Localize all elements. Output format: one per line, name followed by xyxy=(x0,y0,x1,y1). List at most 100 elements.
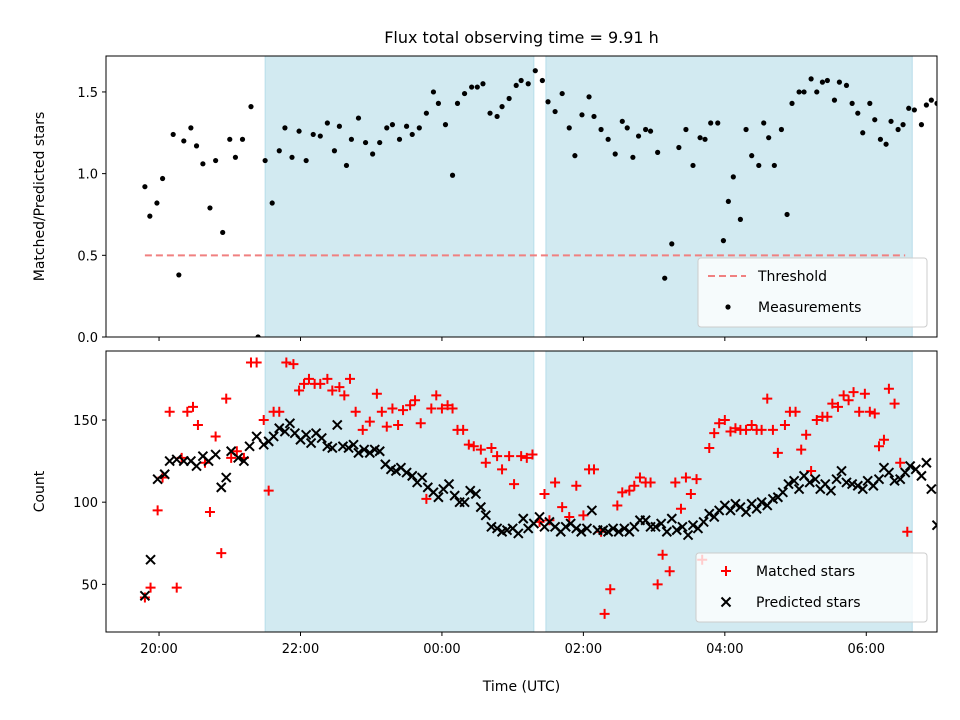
matched-stars-point xyxy=(664,566,675,577)
predicted-stars-point xyxy=(343,442,354,454)
y-tick-label: 150 xyxy=(73,414,98,429)
predicted-stars-point xyxy=(221,472,232,483)
measurements-point xyxy=(461,90,468,97)
panel-2-plot-area xyxy=(139,351,937,632)
predicted-stars-point xyxy=(704,508,715,519)
matched-stars-point xyxy=(504,451,515,462)
measurements-point xyxy=(849,100,855,106)
y-tick-label: 1.0 xyxy=(77,168,98,183)
measurements-point xyxy=(377,139,383,146)
predicted-stars-point xyxy=(836,465,847,477)
matched-stars-point xyxy=(263,485,274,496)
predicted-stars-point xyxy=(449,490,460,501)
measurements-point xyxy=(296,128,302,134)
matched-stars-point xyxy=(675,503,686,514)
predicted-stars-point xyxy=(274,423,285,434)
predicted-stars-point xyxy=(607,523,619,534)
matched-stars-point xyxy=(790,406,801,417)
predicted-stars-point xyxy=(518,513,529,524)
measurements-point xyxy=(494,113,500,120)
matched-stars-point xyxy=(843,395,854,406)
measurements-point xyxy=(900,122,906,128)
predicted-stars-point xyxy=(353,447,364,459)
matched-stars-point xyxy=(376,406,387,417)
matched-stars-point xyxy=(822,411,833,422)
legend-measurements-swatch xyxy=(725,304,731,310)
matched-stars-point xyxy=(357,424,368,435)
matched-stars-point xyxy=(883,383,894,394)
matched-stars-point xyxy=(599,608,610,619)
matched-stars-point xyxy=(848,387,859,398)
matched-stars-point xyxy=(364,416,375,427)
matched-stars-point xyxy=(447,403,458,414)
measurements-point xyxy=(518,77,524,84)
matched-stars-point xyxy=(492,451,503,462)
predicted-stars-point xyxy=(740,506,752,518)
matched-stars-point xyxy=(145,582,156,593)
matched-stars-point xyxy=(878,434,889,445)
y-tick-label: 0.5 xyxy=(77,249,98,264)
measurements-point xyxy=(928,97,934,103)
predicted-stars-point xyxy=(788,475,800,487)
matched-stars-point xyxy=(869,408,880,419)
measurements-point xyxy=(789,100,795,106)
measurements-point xyxy=(630,154,636,160)
measurements-point xyxy=(662,275,668,281)
matched-stars-point xyxy=(796,444,807,455)
measurements-point xyxy=(506,95,512,102)
measurements-point xyxy=(814,89,820,95)
y-tick-label: 100 xyxy=(73,496,98,511)
predicted-stars-point xyxy=(244,441,255,452)
predicted-stars-point xyxy=(416,472,428,483)
measurements-point xyxy=(725,198,731,205)
measurements-point xyxy=(559,90,565,97)
x-tick-label: 00:00 xyxy=(423,642,460,657)
measurements-point xyxy=(702,136,708,142)
matched-stars-point xyxy=(864,406,875,417)
measurements-point xyxy=(355,115,362,121)
measurements-point xyxy=(819,79,826,85)
predicted-stars-point xyxy=(576,526,587,537)
measurements-point xyxy=(409,131,415,138)
measurements-point xyxy=(572,153,578,159)
matched-stars-point xyxy=(327,385,338,396)
y-tick-label: 1.5 xyxy=(77,86,98,101)
predicted-stars-point xyxy=(810,473,821,485)
predicted-stars-point xyxy=(480,510,491,521)
predicted-stars-point xyxy=(145,554,156,565)
predicted-stars-point xyxy=(571,523,582,534)
measurements-point xyxy=(525,81,531,87)
measurements-point xyxy=(697,135,703,141)
matched-stars-point xyxy=(652,579,663,590)
measurements-point xyxy=(872,117,878,123)
predicted-stars-point xyxy=(883,467,895,478)
matched-stars-point xyxy=(730,423,741,434)
measurements-point xyxy=(756,162,762,169)
matched-stars-point xyxy=(216,548,227,559)
predicted-stars-point xyxy=(475,501,487,513)
measurements-point xyxy=(207,205,213,211)
matched-stars-point xyxy=(322,373,333,384)
matched-stars-point xyxy=(895,457,906,468)
measurements-point xyxy=(867,100,873,106)
matched-stars-point xyxy=(226,452,237,463)
matched-stars-point xyxy=(187,401,198,412)
matched-stars-point xyxy=(480,457,491,468)
matched-stars-point xyxy=(221,393,232,404)
predicted-stars-point xyxy=(899,467,911,478)
matched-stars-point xyxy=(624,485,635,496)
predicted-stars-point xyxy=(687,519,699,531)
measurements-point xyxy=(370,151,376,157)
matched-stars-point xyxy=(299,378,310,389)
matched-stars-point xyxy=(714,418,725,429)
measurements-point xyxy=(720,238,727,244)
predicted-stars-point xyxy=(650,521,661,533)
matched-stars-point xyxy=(350,406,361,417)
measurements-point xyxy=(676,144,682,151)
predicted-stars-point xyxy=(730,498,741,510)
measurements-point xyxy=(619,118,625,124)
measurements-point xyxy=(566,125,572,131)
matched-stars-point xyxy=(571,480,582,491)
measurements-point xyxy=(911,107,917,113)
predicted-stars-point xyxy=(327,442,338,454)
